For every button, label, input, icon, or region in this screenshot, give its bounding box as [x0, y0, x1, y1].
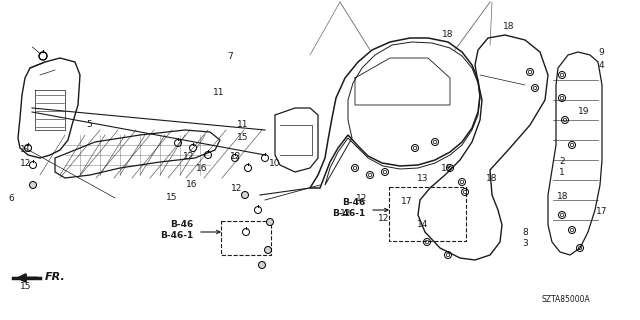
Text: 18: 18: [442, 30, 454, 39]
Text: B-46
B-46-1: B-46 B-46-1: [160, 220, 193, 240]
Text: 10: 10: [269, 159, 281, 168]
Circle shape: [266, 219, 273, 226]
Text: 11: 11: [213, 88, 225, 97]
Text: B-46
B-46-1: B-46 B-46-1: [332, 198, 365, 218]
Text: 12: 12: [183, 152, 195, 161]
Text: 18: 18: [441, 164, 452, 173]
Text: 4: 4: [599, 61, 604, 70]
Text: 18: 18: [486, 174, 497, 183]
Text: 16: 16: [196, 164, 207, 173]
Text: 14: 14: [417, 220, 428, 228]
Text: SZTA85000A: SZTA85000A: [541, 295, 590, 305]
Text: 18: 18: [557, 192, 569, 201]
Circle shape: [29, 181, 36, 188]
Text: 9: 9: [599, 48, 604, 57]
Circle shape: [241, 191, 248, 198]
Text: 13: 13: [417, 174, 428, 183]
Text: 12: 12: [20, 159, 31, 168]
Circle shape: [264, 246, 271, 253]
Text: 11: 11: [20, 145, 31, 154]
Text: 12: 12: [378, 214, 390, 223]
Text: 1: 1: [559, 168, 564, 177]
Text: 12: 12: [230, 152, 241, 161]
Text: 17: 17: [401, 197, 412, 206]
Text: 15: 15: [166, 193, 177, 202]
Text: 17: 17: [596, 207, 607, 216]
Text: 12: 12: [231, 184, 243, 193]
Text: FR.: FR.: [45, 272, 66, 282]
Text: 16: 16: [186, 180, 198, 189]
Text: 7: 7: [228, 52, 233, 60]
Text: 8: 8: [522, 228, 527, 237]
Text: 18: 18: [503, 22, 515, 31]
Text: 19: 19: [578, 107, 589, 116]
Text: 2: 2: [559, 157, 564, 166]
Text: 5: 5: [87, 120, 92, 129]
Text: 12: 12: [340, 209, 351, 218]
Circle shape: [259, 261, 266, 268]
Text: 6: 6: [9, 194, 14, 203]
Text: 3: 3: [522, 239, 527, 248]
Text: 12: 12: [356, 194, 367, 203]
Text: 15: 15: [237, 133, 249, 142]
Text: 15: 15: [20, 282, 31, 291]
Text: 11: 11: [237, 120, 249, 129]
